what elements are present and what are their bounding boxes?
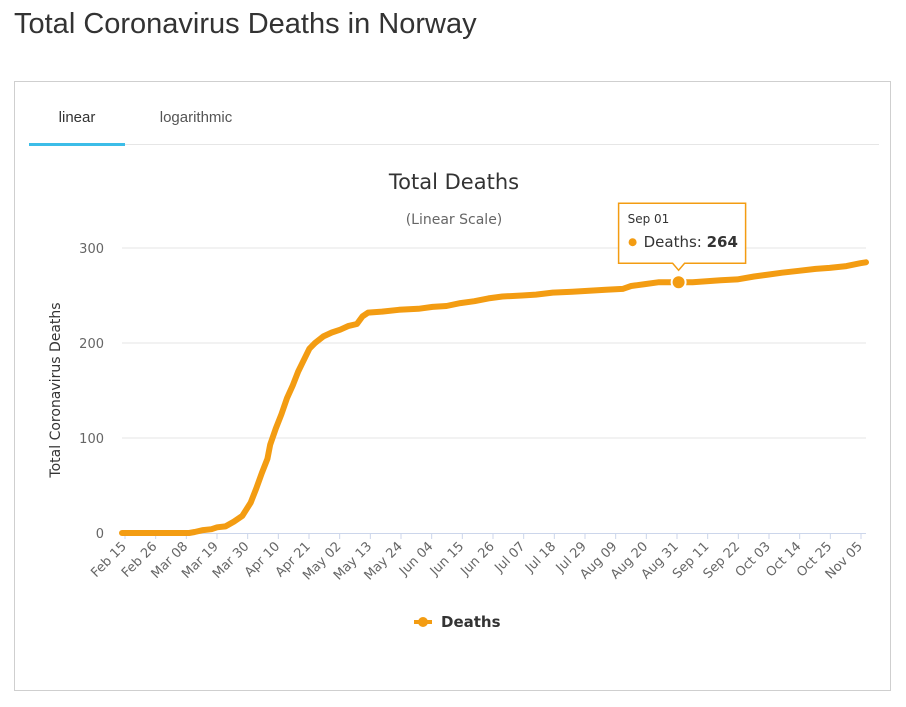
legend-marker (418, 617, 428, 627)
tab-active-underline (29, 143, 125, 146)
tooltip-separator: : (697, 233, 707, 251)
tab-linear[interactable]: linear (29, 96, 125, 146)
y-tick-label: 0 (96, 527, 104, 542)
y-tick-label: 100 (79, 432, 104, 447)
tooltip-series-name: Deaths (644, 233, 697, 251)
x-tick-label: Jun 04 (396, 539, 436, 579)
tooltip-series-dot (628, 238, 637, 247)
tooltip-box (617, 202, 747, 272)
tab-logarithmic-label: logarithmic (159, 109, 233, 126)
tooltip-marker (670, 274, 687, 291)
y-axis-ticks: 0 100 200 300 (79, 242, 104, 542)
tooltip-value-text: Deaths: 264 (644, 233, 738, 251)
scale-tabs: linear logarithmic (29, 96, 879, 146)
y-tick-label: 200 (79, 337, 104, 352)
tab-logarithmic[interactable]: logarithmic (141, 96, 251, 144)
tab-linear-label: linear (58, 109, 96, 126)
legend[interactable]: Deaths (414, 613, 501, 631)
series-line-deaths[interactable] (119, 259, 869, 536)
y-tick-label: 300 (79, 242, 104, 257)
chart-panel: linear logarithmic (14, 81, 891, 691)
x-tick-label: Jul 18 (522, 539, 559, 576)
tooltip-value: 264 (707, 233, 738, 251)
chart-subtitle: (Linear Scale) (406, 212, 503, 228)
x-tick-label: Jun 26 (458, 539, 498, 579)
tooltip: Sep 01 Deaths: 264 (617, 202, 747, 291)
tooltip-date: Sep 01 (628, 212, 670, 226)
y-axis-label: Total Coronavirus Deaths (48, 302, 64, 478)
page-title: Total Coronavirus Deaths in Norway (14, 8, 477, 40)
x-tick-label: Jun 15 (427, 539, 467, 579)
chart-title: Total Deaths (388, 170, 519, 194)
x-tick-label: Jul 07 (491, 539, 528, 576)
legend-label: Deaths (441, 613, 501, 631)
